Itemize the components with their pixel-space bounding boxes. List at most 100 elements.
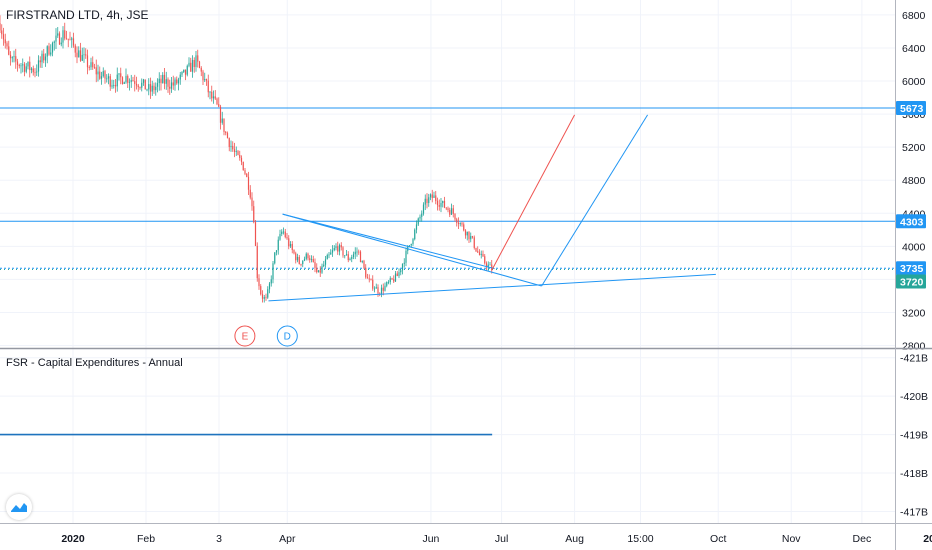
candle-body	[102, 71, 104, 77]
candle-body	[370, 278, 372, 280]
candle-body	[226, 133, 229, 139]
candle-body	[445, 207, 447, 209]
candle-body	[319, 270, 321, 273]
candle-body	[436, 200, 439, 206]
candle-body	[400, 270, 402, 273]
candle-body	[403, 262, 405, 264]
blue-trend-line	[282, 213, 542, 287]
candle-body	[55, 35, 57, 42]
candle-body	[162, 74, 164, 84]
candle-body	[391, 278, 393, 280]
candle-body	[438, 205, 440, 207]
candle-body	[281, 231, 283, 235]
candle-body	[240, 157, 243, 162]
candle-body	[310, 259, 313, 260]
candle-body	[205, 79, 208, 81]
candle-body	[132, 80, 134, 82]
candle-body	[78, 50, 80, 58]
price-tick-label: 6400	[902, 43, 926, 55]
candle-body	[286, 237, 288, 239]
candle-body	[412, 239, 414, 244]
candle-body	[303, 258, 306, 261]
candle-body	[81, 54, 83, 61]
candle-body	[30, 68, 33, 71]
candle-body	[414, 229, 416, 240]
candle-body	[393, 279, 395, 282]
candle-body	[484, 256, 486, 264]
candle-body	[464, 230, 467, 236]
candle-body	[170, 82, 173, 89]
candle-body	[100, 76, 103, 79]
candle-body	[172, 82, 174, 86]
candle-body	[104, 71, 106, 79]
price-tag-label: 3720	[900, 276, 924, 288]
candle-body	[27, 61, 29, 67]
time-tick-label: Aug	[565, 533, 584, 545]
candle-body	[387, 282, 390, 283]
price-tag-3735: 3735	[896, 261, 926, 276]
candle-body	[263, 297, 265, 299]
candle-body	[380, 287, 383, 295]
candle-body	[109, 76, 111, 87]
horizontal-lines[interactable]	[0, 107, 895, 270]
candle-body	[461, 223, 463, 225]
candle-body	[289, 244, 292, 247]
price-tag-label: 3735	[900, 263, 924, 275]
time-tick-label: Jun	[422, 533, 439, 545]
price-tag-label: 4303	[900, 216, 924, 228]
price-tag-label: 5673	[900, 103, 924, 115]
time-tick-label: 3	[216, 533, 222, 545]
candle-body	[365, 267, 367, 278]
candle-body	[394, 273, 397, 282]
candle-body	[11, 57, 13, 59]
candle-body	[121, 77, 124, 84]
candle-body	[25, 66, 27, 72]
indicator-tick-label: -420B	[900, 391, 928, 403]
candle-body	[88, 67, 90, 68]
candle-body	[338, 245, 341, 252]
candle-body	[477, 251, 479, 253]
candle-body	[62, 30, 64, 43]
candle-body	[15, 56, 17, 62]
price-tag-bg	[896, 214, 926, 229]
time-tick-label: Jul	[495, 533, 508, 545]
candle-body	[468, 231, 470, 240]
candle-body	[198, 61, 201, 68]
price-tick-label: 6800	[902, 10, 926, 22]
tradingview-logo-icon[interactable]	[6, 494, 32, 520]
candle-body	[293, 250, 295, 254]
candle-body	[373, 288, 376, 290]
trend-lines[interactable]	[268, 114, 716, 302]
candle-body	[216, 98, 218, 105]
candle-body	[188, 62, 190, 66]
candle-body	[463, 224, 465, 231]
candle-body	[193, 60, 195, 67]
candle-body	[6, 43, 8, 47]
event-marker-label: D	[284, 332, 291, 343]
candle-body	[363, 260, 365, 268]
candle-body	[470, 236, 472, 240]
candle-body	[347, 254, 349, 261]
candle-body	[160, 78, 162, 84]
candle-body	[443, 200, 446, 208]
candle-body	[358, 251, 360, 253]
candle-body	[120, 73, 122, 78]
candle-body	[261, 294, 264, 299]
candle-body	[473, 237, 475, 248]
candle-body	[204, 79, 206, 81]
candle-body	[349, 258, 351, 261]
price-tag-bg	[896, 261, 926, 276]
event-marker-circle	[234, 325, 256, 347]
candle-body	[466, 231, 468, 236]
candle-body	[135, 83, 138, 86]
time-tick-label: 2021	[923, 533, 932, 545]
price-tag-3720: 3720	[896, 274, 926, 289]
candle-body	[459, 223, 461, 225]
candle-body	[191, 60, 194, 72]
candle-body	[354, 251, 356, 255]
candle-body	[211, 91, 213, 99]
candle-body	[331, 250, 334, 253]
price-tick-label: 4800	[902, 175, 926, 187]
